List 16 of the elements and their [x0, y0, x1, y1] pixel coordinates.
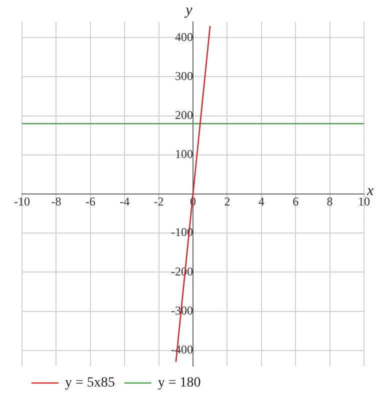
y-tick-label: 400 [175, 30, 193, 44]
x-tick-label: 2 [224, 194, 230, 208]
y-tick-label: 100 [175, 147, 193, 162]
x-tick-label: -6 [85, 194, 96, 208]
x-tick-label: 8 [326, 194, 333, 208]
x-tick-label: -10 [14, 194, 30, 208]
legend-label: y = 180 [158, 376, 201, 391]
legend-label: y = 5x85 [65, 376, 115, 391]
y-tick-label: 300 [175, 68, 193, 83]
x-tick-label: -8 [51, 194, 62, 208]
y-axis-title: y [184, 2, 193, 18]
x-tick-label: 6 [292, 194, 299, 208]
x-tick-label: -4 [120, 194, 130, 208]
y-tick-label: 200 [175, 108, 193, 122]
x-tick-label: 4 [258, 194, 264, 208]
x-tick-label: -2 [154, 194, 164, 208]
